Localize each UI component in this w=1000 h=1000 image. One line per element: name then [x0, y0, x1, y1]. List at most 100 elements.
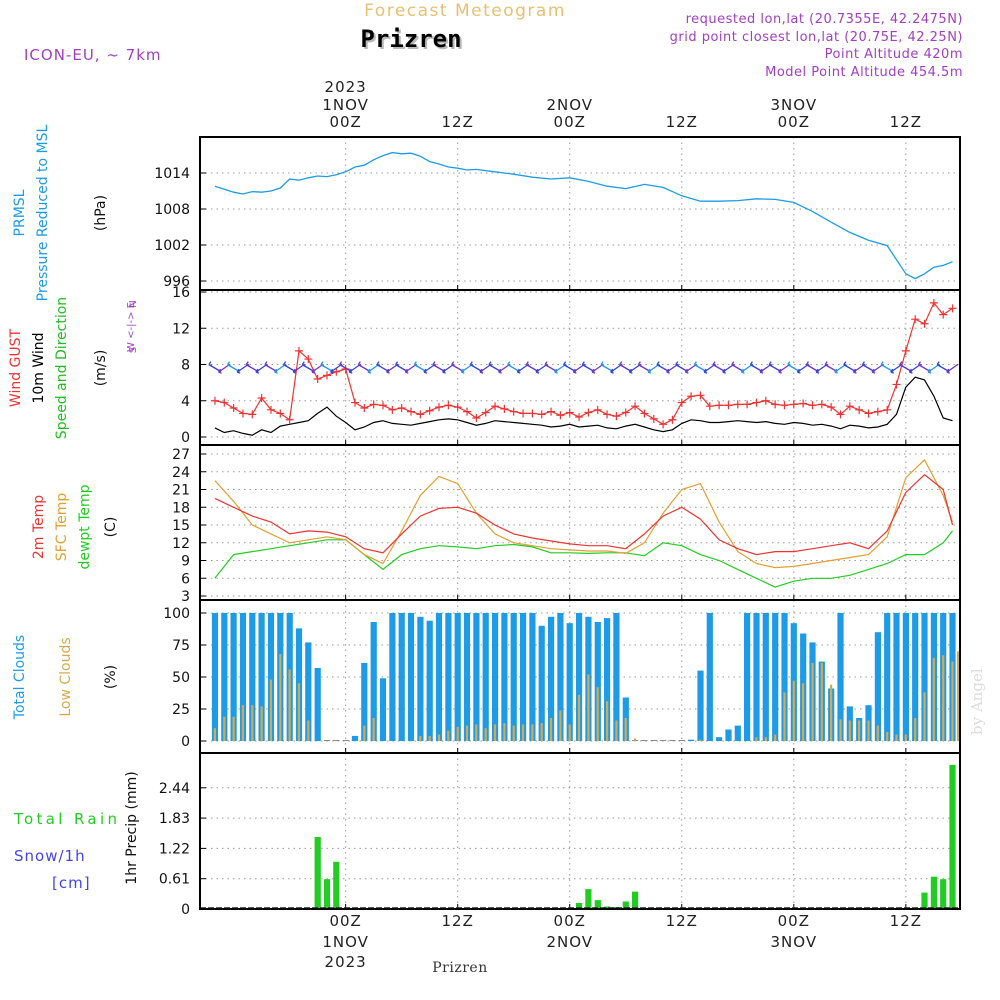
panel-precip: 0 0.61 1.22 1.83 2.44 Total Rain Snow/1h [cm] 1h… [13, 752, 961, 918]
gust-marker [388, 405, 397, 414]
total-cloud-bar [407, 613, 415, 741]
date-label-bottom: 2NOV [546, 933, 593, 951]
panel-background [200, 445, 960, 600]
low-cloud-bar [241, 705, 244, 741]
rain-label: Total Rain [13, 810, 118, 828]
gust-marker [696, 391, 705, 400]
gust-marker [210, 396, 219, 405]
total-cloud-bar [548, 616, 555, 741]
low-cloud-bar [465, 725, 469, 741]
gust-marker [378, 401, 387, 410]
gust-marker [425, 406, 434, 415]
gust-marker [528, 409, 537, 418]
total-cloud-bar [249, 613, 256, 741]
gust-marker [817, 400, 826, 409]
low-cloud-bar [914, 718, 917, 741]
gust-marker [855, 405, 864, 414]
time-tick-label-top: 12Z [666, 113, 698, 131]
low-cloud-bar [475, 724, 478, 741]
total-cloud-bar [305, 642, 312, 741]
y-tick-label: 3 [181, 589, 190, 605]
total-cloud-bar [258, 613, 265, 741]
total-cloud-bar [678, 740, 685, 741]
gust-marker [304, 355, 313, 364]
low-cloud-bar [942, 655, 945, 741]
panel-frame [199, 752, 961, 910]
compass-s: S [128, 347, 139, 353]
model-altitude: Model Point Altitude 454.5m [765, 65, 963, 80]
date-label-top: 2NOV [546, 96, 593, 114]
gust-marker [416, 410, 425, 419]
total-cloud-bar [520, 613, 527, 741]
low-cloud-bar [923, 692, 926, 741]
wind-unit: (m/s) [93, 350, 109, 387]
gust-marker [248, 410, 257, 419]
low-cloud-bar [867, 720, 870, 741]
total-cloud-bar [566, 623, 573, 741]
total-cloud-bar [361, 662, 368, 741]
rain-bar [949, 764, 956, 909]
date-label-bottom: 1NOV [322, 933, 369, 951]
rain-bar [930, 876, 937, 909]
wind-direction-label: Speed and Direction [54, 297, 70, 439]
gust-marker [864, 409, 873, 418]
y-tick-label: 16 [172, 285, 190, 301]
gust-marker [939, 310, 948, 319]
gust-marker [873, 407, 882, 416]
time-tick-label-bottom: 00Z [778, 912, 810, 930]
low-cloud-bar [615, 720, 618, 741]
total-cloud-bar [510, 613, 517, 741]
y-tick-label: 1002 [154, 238, 190, 254]
y-tick-label: 100 [163, 606, 190, 622]
total-cloud-bar [669, 740, 676, 741]
panel-background [200, 137, 960, 290]
low-cloud-bar [297, 683, 300, 741]
total-cloud-bar [370, 622, 377, 741]
total-cloud-bar [463, 613, 471, 741]
gust-marker [313, 375, 322, 383]
y-tick-label: 996 [163, 274, 190, 290]
low-cloud-bar [484, 728, 487, 741]
rain-bar [622, 901, 629, 909]
low-cloud-bar [512, 725, 515, 741]
pressure-unit: (hPa) [93, 195, 109, 231]
gust-marker [948, 304, 957, 313]
gust-marker [929, 298, 938, 307]
total-cloud-bar [239, 613, 247, 741]
low-cloud-bar [876, 725, 879, 741]
compass-we: W <-|-> E [126, 302, 137, 352]
low-cloud-bar [568, 724, 571, 741]
low-cloud-bar [279, 654, 282, 741]
total-cloud-bar [426, 620, 433, 741]
requested-coords: requested lon,lat (20.7355E, 42.2475N) [686, 12, 963, 27]
watermark: by Angel [968, 668, 986, 735]
gust-marker [733, 400, 742, 409]
low-cloud-bar [531, 724, 534, 741]
location-title: Prizren [360, 25, 461, 53]
low-cloud-bar [577, 694, 581, 741]
y-tick-label: 15 [172, 518, 190, 534]
time-tick-label-top: 12Z [442, 113, 474, 131]
total-cloud-bar [445, 613, 452, 741]
total-cloud-bar [884, 613, 891, 741]
date-label-top: 1NOV [322, 96, 369, 114]
gust-marker [322, 371, 331, 380]
total-cloud-bar [660, 740, 667, 741]
gust-marker [444, 401, 453, 410]
total-cloud-bar [501, 613, 508, 741]
wind-gust-label: Wind GUST [8, 328, 24, 407]
y-tick-label: 24 [172, 465, 190, 481]
y-tick-label: 50 [172, 670, 190, 686]
total-cloud-bar [417, 616, 424, 741]
rain-bar [323, 879, 331, 909]
gust-marker [659, 420, 668, 429]
y-tick-label: 12 [172, 321, 190, 337]
time-axis-bottom: 00Z 1NOV 12Z 00Z 2NOV 12Z 00Z 3NOV 12Z 2023 [322, 912, 921, 971]
precip-unit: 1hr Precip (mm) [124, 771, 140, 884]
total-cloud-bar [837, 613, 844, 741]
total-cloud-bar [557, 613, 564, 741]
gust-marker [621, 408, 630, 417]
